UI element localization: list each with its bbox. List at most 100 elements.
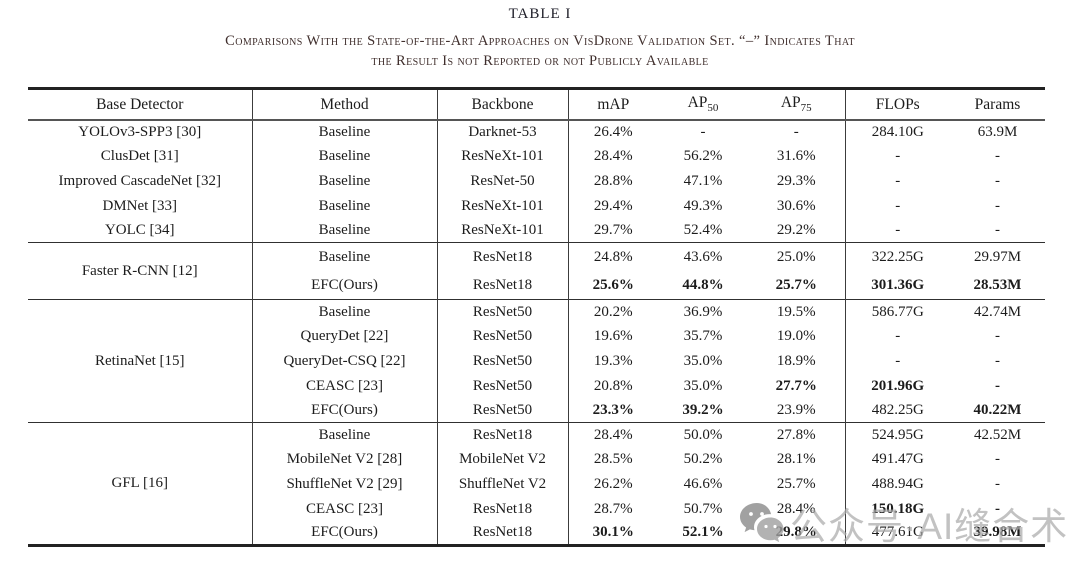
cell-ap50: 46.6% xyxy=(683,475,723,492)
cell-map: 28.5% xyxy=(567,447,658,473)
cell-params: 42.52M xyxy=(950,422,1045,448)
table-caption: Comparisons With the State-of-the-Art Ap… xyxy=(0,31,1080,71)
cell-method: Baseline xyxy=(251,144,437,170)
cell-method: Baseline xyxy=(251,422,437,448)
table-row: CEASC [23] ResNet50 20.8% 35.0% 27.7% 201.96G… xyxy=(28,373,1045,399)
cell-backbone: ResNet50 xyxy=(436,373,568,399)
cell-ap50: 56.2% xyxy=(683,148,723,165)
table-row: EFC(Ours) ResNet18 30.1% 52.1% 29.8% 477.61G 3… xyxy=(28,521,1045,546)
cell-method: Baseline xyxy=(251,120,437,145)
cell-detector-group: RetinaNet [15] xyxy=(28,299,252,423)
cell-map: 30.1% xyxy=(567,521,658,546)
cell-map: 25.6% xyxy=(567,271,658,300)
cell-map: 26.2% xyxy=(567,472,658,497)
cell-ap50: 47.1% xyxy=(683,172,723,189)
cell-detector: Improved CascadeNet [32] xyxy=(58,172,221,189)
cell-ap50: 49.3% xyxy=(683,197,723,214)
results-table: Base Detector Method Backbone mAP AP50 A… xyxy=(28,87,1045,548)
cell-params: 42.74M xyxy=(950,299,1045,325)
table-row: DMNet [33] Baseline ResNeXt-101 29.4% 49.3% 3… xyxy=(28,193,1045,219)
cell-backbone: ResNet50 xyxy=(436,299,568,325)
table-row: Improved CascadeNet [32] Baseline ResNet-5… xyxy=(28,169,1045,194)
cell-ap50: 35.0% xyxy=(683,377,723,394)
cell-method: EFC(Ours) xyxy=(251,398,437,423)
cell-ap75: 29.8% xyxy=(775,524,817,541)
cell-map: 23.3% xyxy=(567,398,658,423)
caption-line-2: the Result Is not Reported or not Public… xyxy=(371,53,709,69)
cell-params: - xyxy=(995,221,1000,238)
cell-method: Baseline xyxy=(251,299,437,325)
col-header-params: Params xyxy=(950,88,1045,121)
cell-flops: 477.61G xyxy=(844,521,950,546)
cell-method: QueryDet [22] xyxy=(251,324,437,350)
cell-params: - xyxy=(995,328,1000,345)
cell-method: Baseline xyxy=(251,242,437,272)
cell-ap50: 50.0% xyxy=(658,422,748,448)
cell-ap50: 43.6% xyxy=(658,242,748,272)
cell-method: QueryDet-CSQ [22] xyxy=(251,349,437,374)
cell-flops: - xyxy=(844,193,950,219)
cell-map: 19.6% xyxy=(567,324,658,350)
cell-detector: YOLOv3-SPP3 [30] xyxy=(78,124,202,141)
cell-ap75: 30.6% xyxy=(776,197,816,214)
table-row: Faster R-CNN [12] Baseline ResNet18 24.8% 43… xyxy=(28,242,1045,300)
cell-params: - xyxy=(995,500,1000,517)
cell-ap75: 28.1% xyxy=(776,451,816,468)
cell-backbone: ResNet18 xyxy=(436,271,568,300)
cell-ap50: 35.7% xyxy=(683,328,723,345)
cell-flops: 284.10G xyxy=(844,120,950,145)
cell-flops: 524.95G xyxy=(844,422,950,448)
cell-detector-group: GFL [16] xyxy=(28,422,252,546)
cell-ap75: 28.4% xyxy=(776,500,816,517)
table-row: MobileNet V2 [28] MobileNet V2 28.5% 50.2% 2… xyxy=(28,447,1045,473)
table-row: EFC(Ours) ResNet18 25.6% 44.8% 25.7% 301.36G 2… xyxy=(28,271,1045,300)
cell-flops: - xyxy=(844,349,950,374)
cell-map: 28.4% xyxy=(567,422,658,448)
col-header-map: mAP xyxy=(567,88,658,121)
header-row: Base Detector Method Backbone mAP AP50 A… xyxy=(28,88,1045,121)
cell-ap75: 27.8% xyxy=(748,422,845,448)
cell-map: 28.8% xyxy=(567,169,658,194)
col-header-backbone: Backbone xyxy=(436,88,568,121)
cell-params: 39.98M xyxy=(973,524,1022,541)
table-row: EFC(Ours) ResNet50 23.3% 39.2% 23.9% 482.25G 4… xyxy=(28,398,1045,423)
table-row: ShuffleNet V2 [29] ShuffleNet V2 26.2% 46.6… xyxy=(28,472,1045,497)
cell-backbone: ResNeXt-101 xyxy=(436,144,568,170)
cell-backbone: ResNet18 xyxy=(436,496,568,522)
cell-ap50: 36.9% xyxy=(658,299,748,325)
cell-params: 40.22M xyxy=(973,401,1022,418)
cell-detector: DMNet [33] xyxy=(102,197,178,214)
cell-flops: 488.94G xyxy=(844,472,950,497)
cell-flops: 491.47G xyxy=(844,447,950,473)
cell-params: - xyxy=(995,377,1000,394)
cell-method: CEASC [23] xyxy=(251,373,437,399)
cell-map: 29.4% xyxy=(567,193,658,219)
cell-backbone: ResNeXt-101 xyxy=(436,193,568,219)
cell-flops: 482.25G xyxy=(844,398,950,423)
cell-flops: 322.25G xyxy=(844,242,950,272)
cell-ap50: 52.4% xyxy=(683,221,723,238)
table-row: QueryDet-CSQ [22] ResNet50 19.3% 35.0% 18.9%… xyxy=(28,349,1045,374)
cell-method: Baseline xyxy=(251,218,437,243)
cell-method: ShuffleNet V2 [29] xyxy=(251,472,437,497)
cell-flops: 301.36G xyxy=(844,271,950,300)
cell-backbone: ShuffleNet V2 xyxy=(436,472,568,497)
cell-params: - xyxy=(995,197,1000,214)
cell-ap75: 31.6% xyxy=(776,148,816,165)
cell-ap50: 39.2% xyxy=(682,401,724,418)
cell-method: CEASC [23] xyxy=(251,496,437,522)
cell-backbone: MobileNet V2 xyxy=(436,447,568,473)
col-header-ap75: AP75 xyxy=(748,88,845,121)
cell-params: - xyxy=(995,148,1000,165)
cell-backbone: ResNet50 xyxy=(436,398,568,423)
cell-ap75: 25.7% xyxy=(775,276,817,293)
cell-params: 63.9M xyxy=(977,124,1018,141)
table-row: GFL [16] Baseline ResNet18 28.4% 50.0% 27.8% 5… xyxy=(28,422,1045,546)
cell-ap75: 25.7% xyxy=(776,475,816,492)
cell-flops: - xyxy=(844,144,950,170)
table-row: CEASC [23] ResNet18 28.7% 50.7% 28.4% 150.18G… xyxy=(28,496,1045,522)
table-row: ClusDet [31] Baseline ResNeXt-101 28.4% 56.2… xyxy=(28,144,1045,170)
cell-backbone: ResNet18 xyxy=(436,521,568,546)
cell-ap50: 44.8% xyxy=(682,276,724,293)
cell-ap50: 50.7% xyxy=(683,500,723,517)
